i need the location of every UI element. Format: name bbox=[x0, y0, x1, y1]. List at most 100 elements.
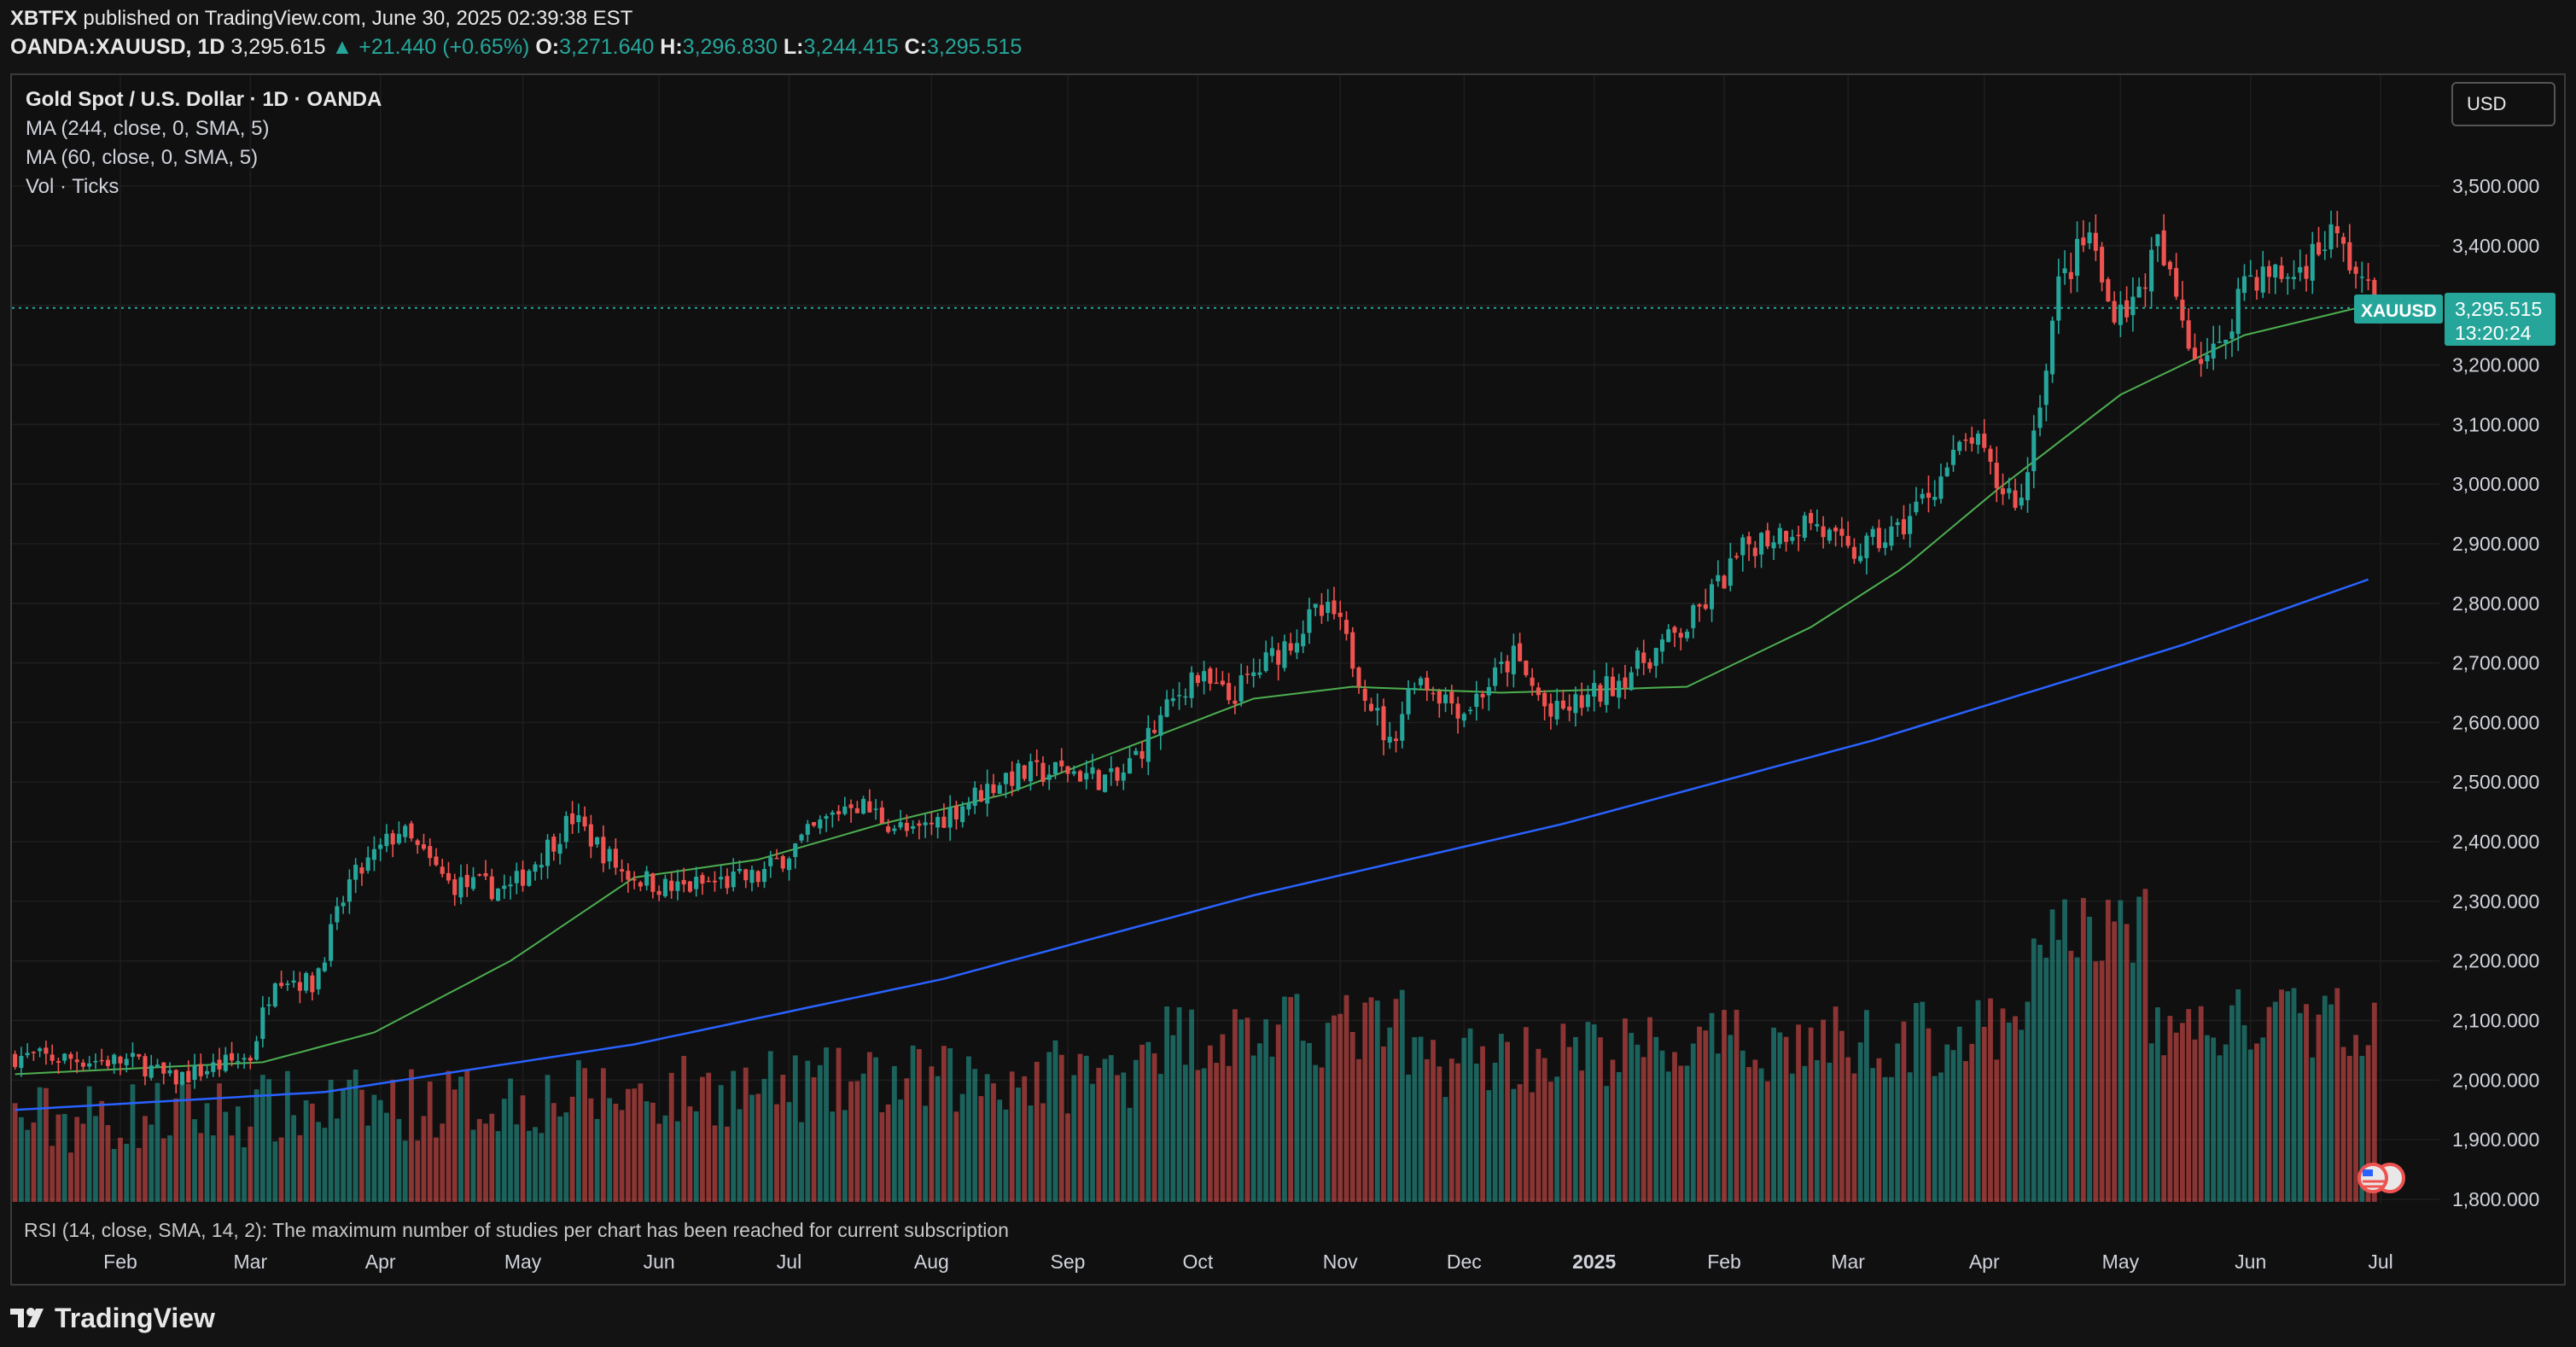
volume-bar bbox=[2353, 1035, 2358, 1202]
volume-bar bbox=[2291, 988, 2297, 1202]
volume-bar bbox=[972, 1069, 978, 1202]
candle-body bbox=[2075, 238, 2080, 277]
candle-body bbox=[2235, 289, 2241, 335]
volume-bar bbox=[966, 1056, 971, 1202]
candle-body bbox=[780, 855, 785, 869]
volume-bar bbox=[1789, 1073, 1795, 1202]
candle-body bbox=[2093, 232, 2098, 251]
volume-bar bbox=[1201, 1068, 1207, 1202]
volume-bar bbox=[217, 1083, 222, 1202]
volume-bar bbox=[2006, 1022, 2012, 1202]
volume-bar bbox=[811, 1076, 817, 1202]
volume-bar bbox=[501, 1099, 507, 1202]
ma60-line bbox=[15, 304, 2369, 1076]
volume-bar bbox=[2205, 1035, 2210, 1202]
candle-body bbox=[1288, 643, 1293, 651]
candle-body bbox=[1461, 714, 1466, 721]
volume-bar bbox=[650, 1102, 656, 1202]
candle-body bbox=[923, 822, 928, 825]
candle-body bbox=[1121, 772, 1126, 781]
legend-ma60[interactable]: MA (60, close, 0, SMA, 5) bbox=[26, 146, 259, 169]
candle-body bbox=[2007, 488, 2012, 493]
volume-bar bbox=[1332, 1015, 1337, 1202]
legend-ma244[interactable]: MA (244, close, 0, SMA, 5) bbox=[26, 117, 270, 140]
candle-body bbox=[1183, 696, 1188, 698]
volume-bar bbox=[1313, 1064, 1319, 1202]
volume-bar bbox=[1003, 1109, 1009, 1202]
candle-body bbox=[371, 848, 376, 860]
symbol-label: OANDA:XAUUSD, 1D bbox=[10, 35, 225, 59]
y-tick-label: 2,900.000 bbox=[2452, 533, 2539, 555]
candle-body bbox=[1437, 691, 1442, 704]
candle-body bbox=[1666, 629, 1671, 643]
candle-body bbox=[1908, 516, 1913, 534]
candle-body bbox=[1833, 528, 1839, 532]
candle-body bbox=[1145, 727, 1151, 762]
candle-body bbox=[1220, 680, 1225, 685]
candle-body bbox=[2142, 287, 2148, 289]
publisher-name[interactable]: XBTFX bbox=[10, 7, 78, 30]
volume-bar bbox=[210, 1135, 216, 1202]
legend-title[interactable]: Gold Spot / U.S. Dollar · 1D · OANDA bbox=[26, 88, 382, 111]
volume-bar bbox=[2371, 1002, 2377, 1202]
candle-body bbox=[161, 1062, 166, 1074]
tradingview-brand[interactable]: TradingView bbox=[10, 1303, 215, 1336]
candle-body bbox=[1189, 672, 1194, 698]
candle-body bbox=[2161, 230, 2166, 265]
candle-body bbox=[2316, 242, 2322, 255]
candle-body bbox=[124, 1058, 129, 1065]
volume-bar bbox=[1139, 1044, 1145, 1202]
volume-bar bbox=[687, 1106, 693, 1202]
candle-body bbox=[470, 877, 476, 889]
volume-bar bbox=[551, 1103, 557, 1202]
candle-body bbox=[588, 824, 593, 847]
candle-body bbox=[911, 825, 916, 829]
candle-body bbox=[1400, 714, 1405, 741]
candle-body bbox=[613, 848, 618, 868]
candle-body bbox=[1202, 671, 1207, 682]
volume-bar bbox=[2142, 889, 2148, 1202]
volume-bar bbox=[415, 1140, 421, 1202]
volume-bar bbox=[2328, 1004, 2334, 1202]
volume-bar bbox=[2136, 896, 2142, 1202]
volume-bar bbox=[1505, 1041, 1511, 1202]
volume-bar bbox=[860, 1073, 866, 1202]
volume-bar bbox=[2198, 1006, 2204, 1202]
candle-body bbox=[731, 872, 736, 888]
candle-body bbox=[1227, 683, 1232, 701]
volume-bar bbox=[1623, 1018, 1628, 1202]
candle-body bbox=[1368, 703, 1374, 711]
volume-bar bbox=[1882, 1076, 1888, 1202]
volume-bar bbox=[1325, 1023, 1331, 1202]
candle-body bbox=[2050, 320, 2055, 375]
candle-body bbox=[1876, 528, 1881, 549]
candle-body bbox=[563, 815, 568, 843]
candle-body bbox=[755, 871, 761, 883]
volume-bar bbox=[1034, 1061, 1040, 1202]
candle-body bbox=[1480, 694, 1485, 697]
volume-bar bbox=[223, 1111, 229, 1202]
candle-body bbox=[879, 808, 884, 824]
flag-icon[interactable] bbox=[2357, 1163, 2405, 1193]
candle-body bbox=[1790, 537, 1795, 541]
volume-bar bbox=[1108, 1055, 1114, 1202]
volume-bar bbox=[1566, 1047, 1572, 1202]
volume-bar bbox=[1282, 996, 1287, 1202]
volume-bar bbox=[693, 1111, 699, 1202]
volume-bar bbox=[1641, 1057, 1646, 1202]
candle-body bbox=[1505, 661, 1510, 673]
volume-bar bbox=[1604, 1086, 1610, 1202]
candle-body bbox=[1010, 771, 1015, 786]
candle-body bbox=[545, 839, 551, 866]
volume-bar bbox=[1709, 1012, 1715, 1202]
candle-body bbox=[638, 882, 643, 887]
currency-button[interactable]: USD bbox=[2451, 82, 2556, 126]
candle-body bbox=[805, 824, 810, 835]
volume-bar bbox=[613, 1103, 619, 1202]
volume-bar bbox=[904, 1078, 910, 1202]
volume-bar bbox=[681, 1056, 687, 1202]
legend-volume[interactable]: Vol · Ticks bbox=[26, 175, 119, 198]
candle-body bbox=[1294, 643, 1299, 653]
candle-body bbox=[1579, 695, 1584, 708]
